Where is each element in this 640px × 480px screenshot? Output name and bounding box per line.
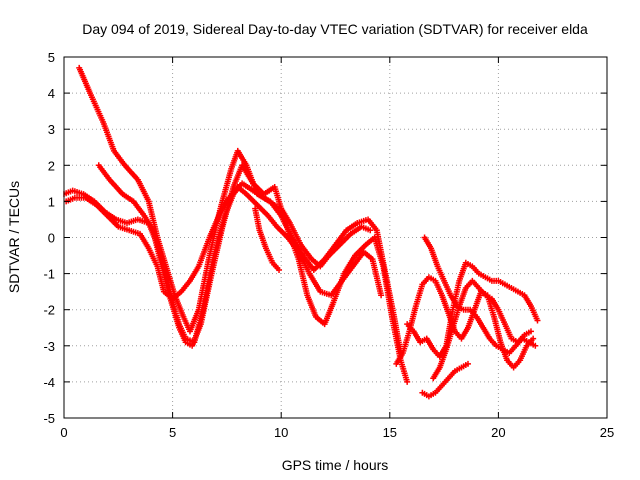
- series-8: [421, 234, 539, 357]
- ticks: [63, 56, 608, 419]
- y-tick-label: -2: [43, 303, 55, 318]
- y-tick-label: -3: [43, 339, 55, 354]
- series-1: [76, 64, 404, 357]
- y-tick-label: 3: [48, 122, 55, 137]
- series-10: [430, 277, 534, 382]
- x-tick-label: 20: [491, 425, 505, 440]
- series-9: [419, 360, 471, 400]
- data-point: [532, 342, 539, 349]
- data-points: [63, 64, 541, 400]
- data-point: [464, 360, 471, 367]
- chart-title: Day 094 of 2019, Sidereal Day-to-day VTE…: [82, 21, 588, 37]
- x-axis-label: GPS time / hours: [282, 457, 389, 473]
- data-point: [530, 335, 537, 342]
- y-tick-label: 4: [48, 86, 55, 101]
- series-5: [252, 205, 283, 273]
- data-point: [378, 292, 385, 299]
- data-point: [276, 266, 283, 273]
- series-4: [64, 183, 385, 302]
- y-tick-label: -1: [43, 267, 55, 282]
- y-tick-label: -4: [43, 375, 55, 390]
- x-tick-label: 10: [274, 425, 288, 440]
- data-point: [404, 378, 411, 385]
- y-axis-label: SDTVAR / TECUs: [6, 181, 22, 293]
- data-point: [527, 328, 534, 335]
- data-point: [367, 227, 374, 234]
- x-tick-label: 15: [383, 425, 397, 440]
- data-point: [534, 317, 541, 324]
- y-tick-label: 1: [48, 194, 55, 209]
- y-tick-label: 2: [48, 158, 55, 173]
- x-tick-label: 0: [60, 425, 67, 440]
- tick-labels: 0 5 10 15 20 25 -5 -4 -3 -2 -1 0 1 2 3 4 5: [43, 50, 614, 440]
- x-tick-label: 25: [600, 425, 614, 440]
- y-tick-label: 0: [48, 231, 55, 246]
- y-tick-label: 5: [48, 50, 55, 65]
- x-tick-label: 5: [169, 425, 176, 440]
- y-tick-label: -5: [43, 411, 55, 426]
